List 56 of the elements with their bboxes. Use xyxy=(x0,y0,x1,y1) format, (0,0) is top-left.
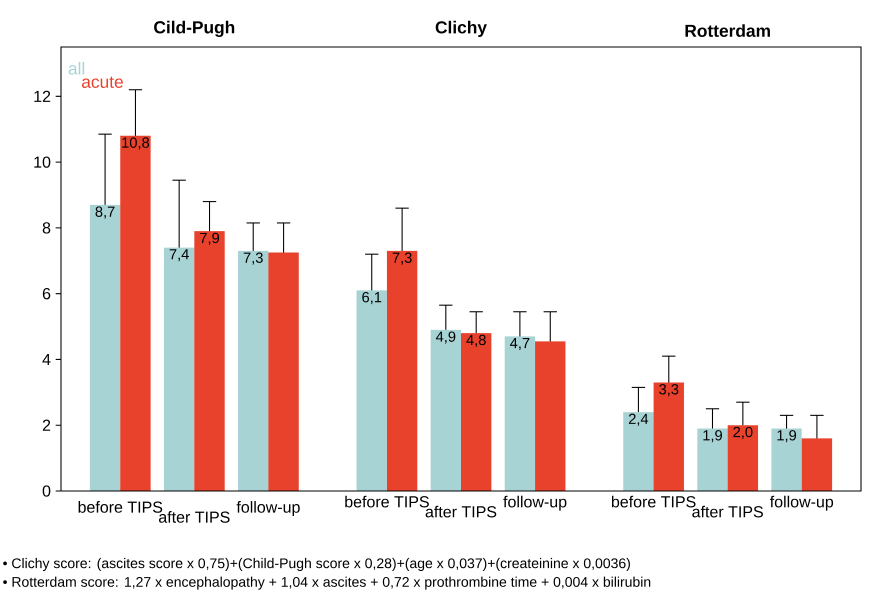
chart-title: Rotterdam xyxy=(685,24,770,37)
data-label: 7,3 xyxy=(244,252,263,265)
x-tick-label: follow-up xyxy=(503,496,566,511)
y-tick-label: 6 xyxy=(42,288,50,300)
bar xyxy=(194,231,225,491)
data-label: 8,7 xyxy=(96,206,115,219)
data-label: 4,9 xyxy=(436,331,456,344)
bar xyxy=(356,290,387,491)
y-tick-label: 0 xyxy=(42,485,50,497)
data-label: 4,8 xyxy=(466,334,486,347)
bar xyxy=(654,382,684,491)
text: all xyxy=(68,62,84,75)
bar xyxy=(697,428,728,491)
bar xyxy=(164,248,194,491)
x-tick-label: before TIPS xyxy=(78,501,162,513)
x-tick-label: follow-up xyxy=(770,496,834,511)
data-label: 6,1 xyxy=(362,292,382,304)
text: • Clichy score: (ascites score x 0,75)+(Child-Pugh score x 0,28)+(age x 0,037)+(createinine x 0,0036) xyxy=(3,558,630,571)
y-tick-label: 12 xyxy=(34,90,50,102)
y-tick-label: 10 xyxy=(34,156,50,168)
bar xyxy=(623,412,654,491)
data-label: 1,9 xyxy=(703,430,722,442)
y-tick-label: 8 xyxy=(42,222,50,234)
bar xyxy=(120,136,151,491)
bar xyxy=(238,250,268,491)
x-tick-label: after TIPS xyxy=(426,506,496,518)
chart-title: Cild-Pugh xyxy=(154,20,234,37)
bar xyxy=(386,250,418,491)
data-label: 2,0 xyxy=(733,426,752,439)
x-tick-label: follow-up xyxy=(236,501,300,516)
x-tick-label: after TIPS xyxy=(158,511,230,523)
data-label: 1,9 xyxy=(777,430,796,442)
y-tick-label: 2 xyxy=(42,420,50,431)
bar xyxy=(802,438,832,491)
data-label: 3,3 xyxy=(659,384,678,396)
data-label: 2,4 xyxy=(628,414,648,426)
data-label: 7,9 xyxy=(200,232,220,245)
x-tick-label: before TIPS xyxy=(345,496,429,508)
data-label: 4,7 xyxy=(510,338,530,350)
data-label: 7,4 xyxy=(170,249,189,262)
bar xyxy=(461,333,492,491)
data-label: 10,8 xyxy=(122,137,150,150)
text: acute xyxy=(82,76,123,88)
bar xyxy=(535,341,566,491)
bar xyxy=(90,204,120,491)
bar xyxy=(430,330,462,491)
text: • Rotterdam score: 1,27 x encephalopathy + 1,04 x ascites + 0,72 x prothrombine time + 0,004 x bilirubin xyxy=(3,576,650,590)
bar xyxy=(504,336,536,491)
data-label: 7,3 xyxy=(392,252,412,265)
chart-title: Clichy xyxy=(436,20,487,37)
y-tick-label: 4 xyxy=(42,354,50,365)
bar xyxy=(771,428,802,491)
x-tick-label: after TIPS xyxy=(692,506,763,518)
x-tick-label: before TIPS xyxy=(612,496,696,508)
bar xyxy=(268,252,299,491)
bar xyxy=(728,425,758,491)
